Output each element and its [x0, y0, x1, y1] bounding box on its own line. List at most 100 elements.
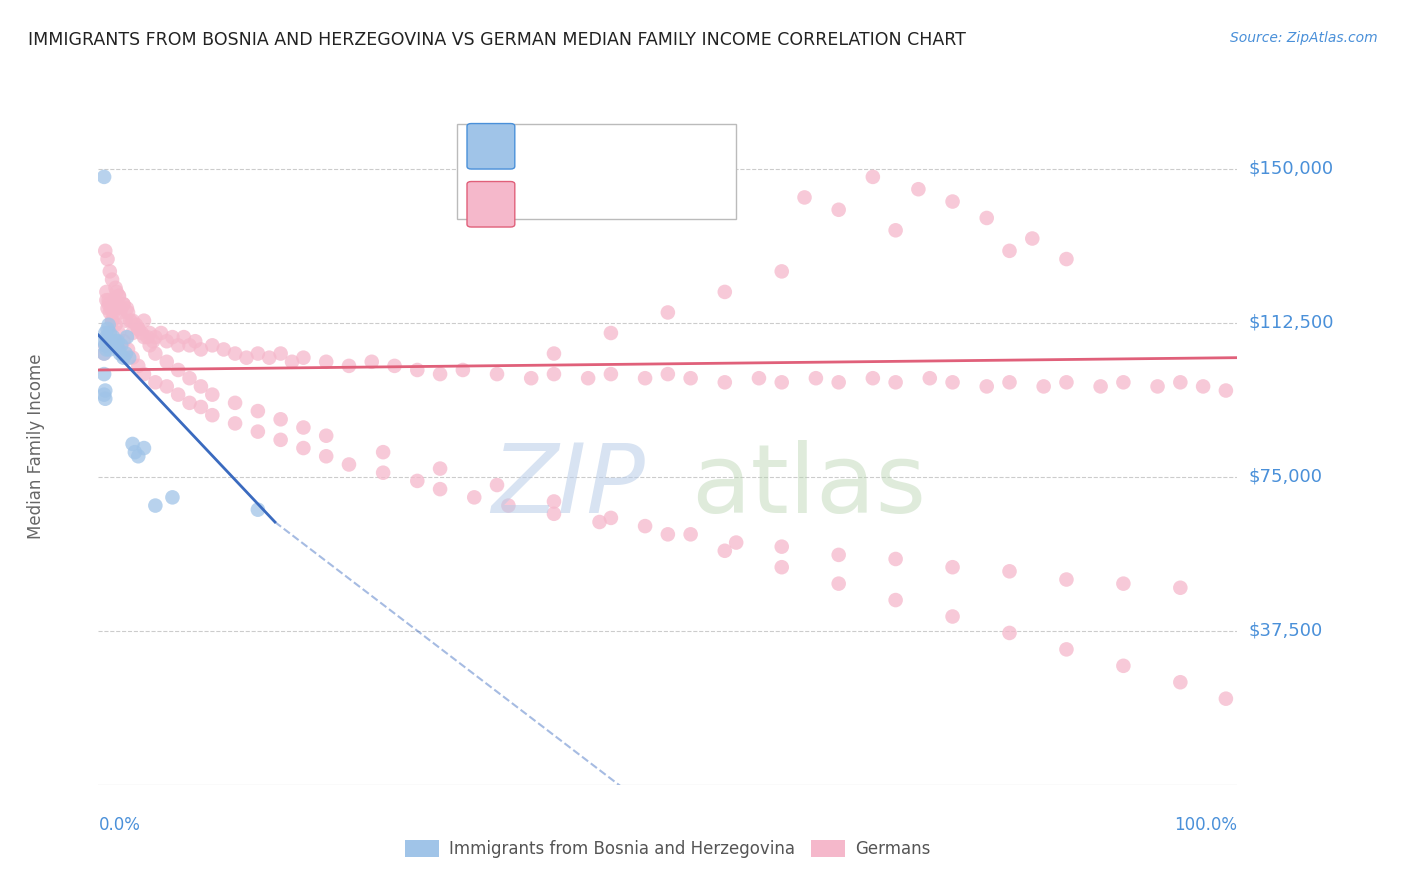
Point — [132, 441, 155, 455]
Point — [167, 363, 190, 377]
Point — [112, 297, 135, 311]
Point — [108, 289, 131, 303]
Point — [281, 355, 304, 369]
Point — [429, 482, 451, 496]
Point — [97, 293, 120, 307]
Text: $112,500: $112,500 — [1249, 314, 1334, 332]
Point — [104, 281, 127, 295]
Point — [942, 609, 965, 624]
Point — [770, 376, 793, 390]
Point — [201, 387, 224, 401]
Point — [104, 334, 127, 349]
Point — [96, 322, 118, 336]
Point — [498, 499, 520, 513]
Point — [884, 223, 907, 237]
Point — [1112, 576, 1135, 591]
Point — [190, 343, 212, 357]
Point — [110, 338, 132, 352]
Point — [224, 346, 246, 360]
Point — [93, 346, 115, 360]
Point — [862, 371, 884, 385]
Point — [156, 334, 179, 349]
Text: N =: N = — [647, 137, 688, 155]
Point — [156, 355, 179, 369]
Point — [384, 359, 406, 373]
Text: 0.0%: 0.0% — [98, 815, 141, 833]
Point — [94, 392, 117, 406]
Point — [1170, 581, 1192, 595]
Text: R =: R = — [520, 137, 560, 155]
Point — [804, 371, 827, 385]
Point — [1054, 573, 1078, 587]
Point — [179, 371, 201, 385]
Point — [98, 264, 121, 278]
Point — [179, 338, 201, 352]
Point — [224, 396, 246, 410]
Point — [94, 338, 117, 352]
Point — [998, 564, 1021, 578]
Point — [142, 334, 165, 349]
Point — [103, 293, 125, 307]
Point — [132, 330, 155, 344]
Point — [406, 474, 429, 488]
Point — [131, 326, 153, 340]
Point — [101, 272, 124, 286]
Point — [270, 346, 292, 360]
Point — [725, 535, 748, 549]
Point — [120, 314, 142, 328]
Point — [270, 433, 292, 447]
Text: N =: N = — [647, 195, 688, 213]
Point — [246, 502, 269, 516]
Point — [93, 367, 115, 381]
Point — [127, 322, 149, 336]
Point — [998, 244, 1021, 258]
Point — [884, 593, 907, 607]
Legend: Immigrants from Bosnia and Herzegovina, Germans: Immigrants from Bosnia and Herzegovina, … — [399, 833, 936, 864]
Point — [714, 543, 737, 558]
Point — [96, 343, 118, 357]
Point — [121, 351, 143, 365]
Point — [104, 318, 127, 332]
Point — [96, 285, 118, 299]
Point — [793, 190, 815, 204]
Point — [150, 326, 173, 340]
Point — [93, 169, 115, 184]
Point — [96, 330, 118, 344]
Point — [94, 338, 117, 352]
Text: R =: R = — [520, 195, 560, 213]
Text: $150,000: $150,000 — [1249, 160, 1333, 178]
Point — [828, 376, 851, 390]
Point — [101, 314, 124, 328]
Point — [117, 305, 139, 319]
Point — [145, 499, 167, 513]
Point — [942, 194, 965, 209]
Point — [138, 326, 160, 340]
Point — [105, 285, 128, 299]
Point — [634, 371, 657, 385]
Point — [145, 330, 167, 344]
Point — [429, 367, 451, 381]
Point — [576, 371, 599, 385]
Point — [117, 343, 139, 357]
Text: 100.0%: 100.0% — [1174, 815, 1237, 833]
Point — [543, 507, 565, 521]
Point — [600, 326, 623, 340]
Point — [96, 301, 118, 316]
Text: ZIP: ZIP — [491, 440, 645, 533]
Point — [107, 297, 129, 311]
Point — [907, 182, 929, 196]
Point — [108, 343, 131, 357]
Point — [184, 334, 207, 349]
Point — [112, 334, 135, 349]
Point — [246, 346, 269, 360]
Point — [212, 343, 235, 357]
Point — [588, 515, 610, 529]
Text: 38: 38 — [689, 137, 714, 155]
Point — [600, 367, 623, 381]
Point — [406, 363, 429, 377]
Point — [201, 338, 224, 352]
Point — [107, 334, 129, 349]
Point — [235, 351, 257, 365]
Point — [292, 441, 315, 455]
Point — [657, 305, 679, 319]
